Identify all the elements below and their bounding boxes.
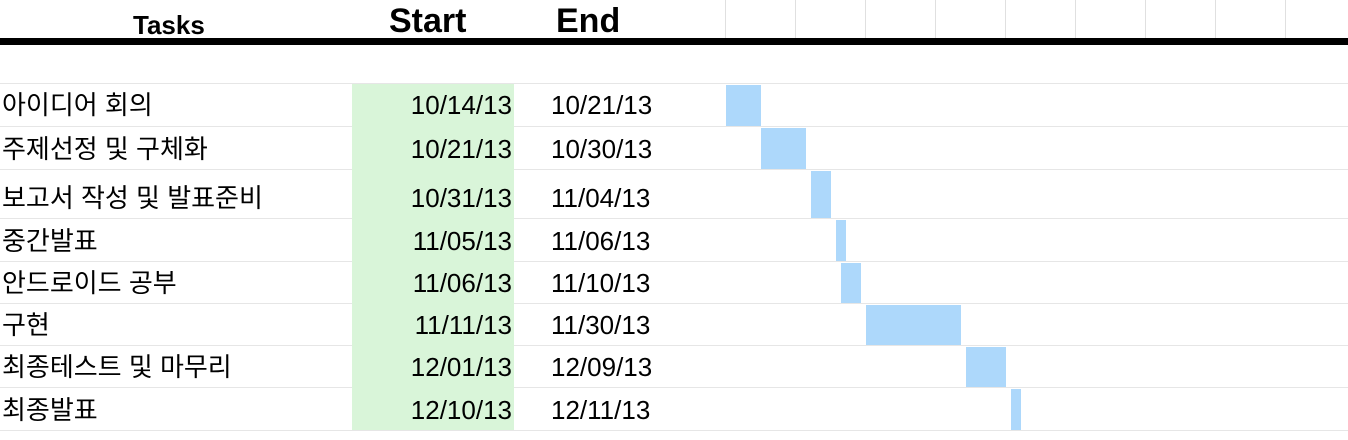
gantt-bar [836,220,846,261]
task-name: 보고서 작성 및 발표준비 [2,183,263,213]
row-gridline [0,83,1348,84]
row-gridline [0,218,1348,219]
row-gridline [0,126,1348,127]
timeline-column-line [725,0,726,38]
row-gridline [0,303,1348,304]
timeline-column-line [865,0,866,38]
task-start-date: 11/11/13 [414,310,512,340]
timeline-column-line [1005,0,1006,38]
task-name: 안드로이드 공부 [2,268,177,298]
timeline-column-line [1215,0,1216,38]
gantt-bar [726,85,761,126]
gantt-bar [966,347,1006,387]
task-end-date: 11/04/13 [551,183,651,213]
task-end-date: 11/30/13 [551,310,651,340]
task-end-date: 11/10/13 [551,268,651,298]
gantt-bar [811,171,831,218]
timeline-column-line [1145,0,1146,38]
header-end: End [556,2,621,40]
timeline-column-line [795,0,796,38]
row-gridline [0,169,1348,170]
row-gridline [0,345,1348,346]
row-gridline [0,430,1348,431]
task-start-date: 10/31/13 [410,183,512,213]
task-start-date: 11/05/13 [412,226,512,256]
task-name: 아이디어 회의 [2,90,153,120]
task-start-date: 10/21/13 [410,134,512,164]
task-name: 주제선정 및 구체화 [2,134,208,164]
task-name: 중간발표 [2,226,98,256]
gantt-bar [761,128,806,169]
task-start-date: 12/01/13 [410,352,512,382]
row-gridline [0,387,1348,388]
row-gridline [0,261,1348,262]
task-end-date: 12/11/13 [551,395,651,425]
start-column-fill [352,84,514,430]
task-end-date: 10/30/13 [551,134,653,164]
task-end-date: 12/09/13 [551,352,653,382]
header-tasks: Tasks [133,10,205,40]
task-start-date: 10/14/13 [410,90,512,120]
gantt-bar [1011,389,1021,430]
gantt-bar [866,305,961,345]
task-name: 구현 [2,310,50,340]
task-start-date: 11/06/13 [412,268,512,298]
task-end-date: 10/21/13 [551,90,653,120]
task-name: 최종테스트 및 마무리 [2,352,232,382]
timeline-column-line [1285,0,1286,38]
timeline-column-line [1075,0,1076,38]
task-end-date: 11/06/13 [551,226,651,256]
task-name: 최종발표 [2,395,98,425]
header-start: Start [389,2,467,40]
timeline-column-line [935,0,936,38]
task-start-date: 12/10/13 [410,395,512,425]
gantt-bar [841,263,861,303]
header-rule [0,38,1348,45]
